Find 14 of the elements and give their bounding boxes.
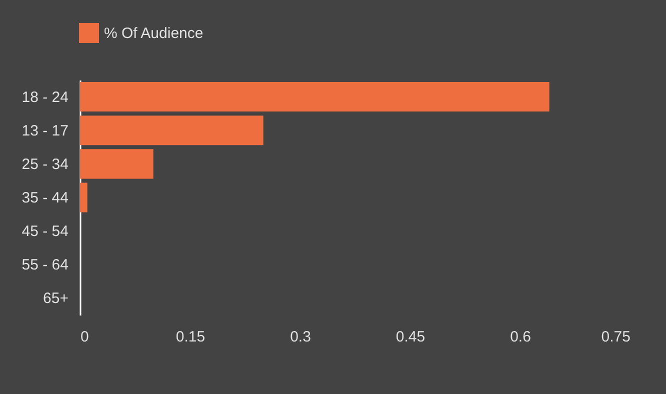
- x-tick-label: 0.15: [176, 328, 206, 346]
- y-tick-label: 55 - 64: [22, 256, 68, 274]
- x-tick-label: 0.75: [601, 328, 630, 346]
- x-tick-label: 0: [80, 328, 89, 346]
- y-tick-label: 65+: [43, 290, 69, 308]
- x-tick-label: 0.45: [396, 328, 426, 346]
- y-tick-label: 25 - 34: [22, 156, 68, 173]
- x-tick-label: 0.3: [290, 328, 311, 346]
- x-tick-label: 0.6: [510, 328, 531, 346]
- y-tick-label: 18 - 24: [22, 88, 68, 106]
- y-tick-label: 13 - 17: [22, 122, 68, 140]
- y-tick-label: 45 - 54: [22, 223, 68, 240]
- y-tick-label: 35 - 44: [22, 190, 68, 206]
- legend-label: % Of Audience: [104, 25, 204, 42]
